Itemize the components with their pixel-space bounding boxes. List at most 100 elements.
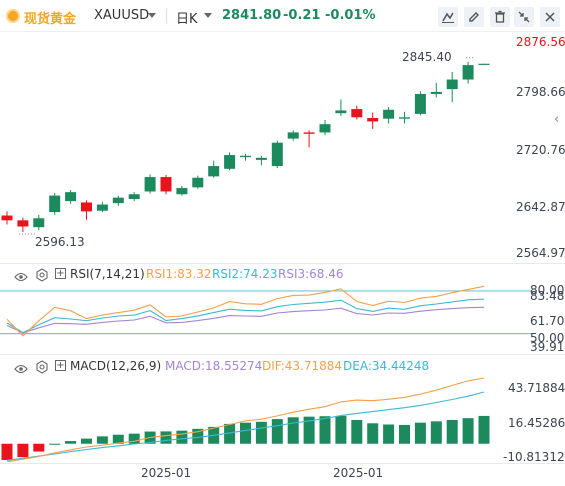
macd-histogram-bar: [383, 424, 395, 444]
close-icon[interactable]: [540, 7, 560, 27]
rsi-axis-label: 39.91: [530, 340, 565, 354]
symbol-dropdown-icon[interactable]: [148, 13, 156, 18]
candle-body: [383, 109, 395, 119]
expand-icon[interactable]: +: [55, 360, 66, 371]
macd-histogram-bar: [255, 421, 267, 444]
macd-histogram-bar: [478, 415, 490, 444]
period-selector[interactable]: 日K: [176, 12, 198, 27]
time-axis-divider: [0, 463, 565, 464]
last-price: 2841.80: [222, 8, 282, 23]
candle-body: [96, 204, 108, 211]
price-axis-label: 2642.87: [516, 200, 565, 214]
rsi-chart[interactable]: [0, 284, 565, 352]
candle-body: [160, 177, 172, 192]
dif-value: DIF:43.71884: [262, 359, 343, 373]
settings-icon[interactable]: [35, 359, 49, 378]
macd-histogram-bar: [271, 419, 283, 444]
macd-histogram-bar: [17, 443, 29, 458]
macd-title: MACD(12,26,9): [70, 359, 162, 373]
time-axis-label: 2025-01: [333, 466, 384, 480]
pane-divider: [0, 263, 565, 264]
rsi3-line: [6, 306, 485, 334]
candle-body: [176, 188, 188, 195]
candle-body: [33, 218, 45, 228]
macd-histogram-bar: [49, 443, 61, 445]
macd-histogram-bar: [414, 422, 426, 444]
eye-icon[interactable]: [14, 268, 28, 287]
symbol-code[interactable]: XAUUSD: [94, 8, 150, 23]
price-axis-label: 2876.56: [516, 35, 565, 49]
macd-axis-label: -10.81312: [503, 450, 565, 464]
candle-body: [144, 177, 156, 192]
divider: [166, 9, 167, 23]
macd-histogram-bar: [462, 418, 474, 444]
gold-coin-icon: [6, 9, 20, 23]
price-change-percent: -0.01%: [325, 8, 376, 23]
macd-histogram-bar: [335, 415, 347, 444]
candle-body: [367, 117, 379, 122]
settings-icon[interactable]: [35, 267, 49, 286]
high-price-marker: 2845.40: [402, 50, 452, 64]
candle-body: [287, 132, 299, 139]
rsi-axis-label: 61.70: [530, 314, 565, 328]
rsi1-value: RSI1:83.32: [146, 267, 212, 281]
period-dropdown-icon[interactable]: [204, 13, 212, 18]
macd-histogram-bar: [160, 431, 172, 444]
macd-chart[interactable]: [0, 376, 565, 462]
candle-body: [351, 109, 363, 118]
candle-body: [192, 177, 204, 188]
candle-body: [478, 63, 490, 65]
price-axis-label: 2720.76: [516, 143, 565, 157]
rsi3-value: RSI3:68.46: [278, 267, 344, 281]
macd-histogram-bar: [33, 443, 45, 452]
candle-body: [271, 142, 283, 167]
rsi2-value: RSI2:74.23: [212, 267, 278, 281]
collapse-icon[interactable]: [514, 7, 534, 27]
price-change: -0.21: [283, 8, 321, 23]
macd-histogram-bar: [192, 428, 204, 444]
candle-body: [81, 202, 92, 212]
rsi1-line: [6, 285, 485, 337]
symbol-name[interactable]: 现货黄金: [24, 12, 77, 27]
macd-axis-label: 43.71884: [508, 381, 565, 395]
macd-histogram-bar: [399, 424, 410, 444]
macd-histogram-bar: [287, 417, 299, 444]
low-price-marker: 2596.13: [35, 235, 85, 249]
collapse-panel-icon[interactable]: ‹: [554, 112, 560, 127]
macd-histogram-bar: [176, 430, 188, 444]
macd-histogram-bar: [367, 423, 379, 444]
rsi-header: + RSI(7,14,21) RSI1:83.32 RSI2:74.23 RSI…: [0, 264, 565, 284]
candlestick-chart[interactable]: [0, 32, 565, 262]
macd-axis-label: 16.45286: [508, 416, 565, 430]
eye-icon[interactable]: [14, 360, 28, 379]
candle-body: [17, 220, 29, 227]
macd-histogram-bar: [303, 416, 315, 444]
draw-line-icon[interactable]: [438, 7, 458, 27]
candle-body: [65, 192, 77, 202]
macd-histogram-bar: [319, 416, 331, 444]
rsi2-line: [6, 298, 485, 334]
candle-body: [414, 93, 426, 114]
trash-icon[interactable]: [490, 7, 510, 27]
candle-body: [240, 155, 251, 158]
candle-body: [112, 197, 124, 204]
candle-body: [255, 157, 267, 160]
candle-body: [430, 91, 442, 94]
candle-body: [208, 166, 220, 177]
candle-body: [49, 195, 61, 213]
macd-histogram-bar: [240, 422, 251, 444]
candle-body: [1, 215, 13, 221]
macd-histogram-bar: [81, 438, 92, 444]
price-axis-label: 2564.97: [516, 246, 565, 260]
rsi-title: RSI(7,14,21): [70, 267, 145, 281]
rsi-axis-label: 83.48: [530, 289, 565, 303]
expand-icon[interactable]: +: [55, 268, 66, 279]
candle-body: [224, 155, 236, 169]
candle-body: [128, 194, 140, 200]
macd-histogram-bar: [430, 421, 442, 444]
macd-histogram-bar: [65, 441, 77, 444]
candle-body: [462, 65, 474, 80]
pencil-icon[interactable]: [464, 7, 484, 27]
time-axis-label: 2025-01: [141, 466, 192, 480]
chart-header: 现货黄金 XAUUSD 日K 2841.80 -0.21 -0.01%: [0, 0, 565, 32]
